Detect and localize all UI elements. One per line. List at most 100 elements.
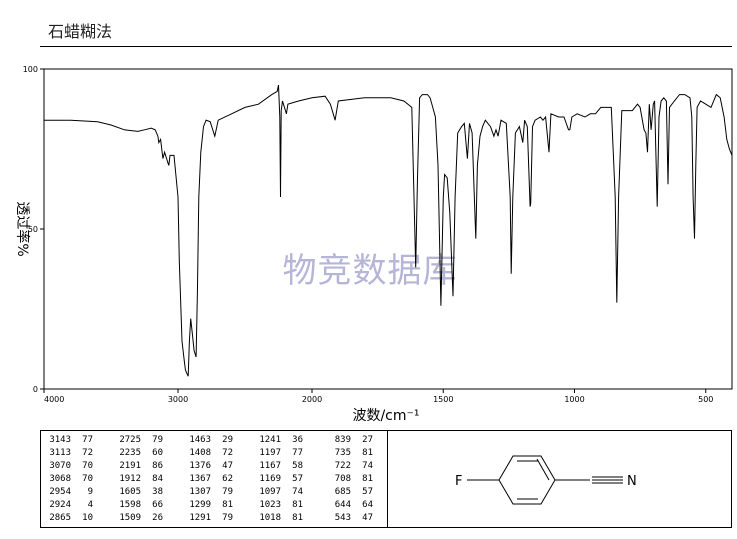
plot-frame — [43, 68, 733, 390]
peak-transmittance: 70 — [82, 474, 93, 484]
peak-table-row: 722 74 — [325, 460, 373, 472]
peak-table-row: 839 27 — [325, 434, 373, 446]
peak-table-row: 1307 79 — [185, 486, 233, 498]
peak-wavenumber: 2865 — [49, 513, 71, 523]
peak-wavenumber: 1598 — [119, 500, 141, 510]
peak-table-row: 2725 79 — [115, 434, 163, 446]
peak-wavenumber: 2235 — [119, 448, 141, 458]
peak-wavenumber: 543 — [334, 513, 351, 523]
peak-transmittance: 62 — [222, 474, 233, 484]
peak-table-row: 1241 36 — [255, 434, 303, 446]
peak-transmittance: 72 — [222, 448, 233, 458]
peak-transmittance: 74 — [362, 461, 373, 471]
peak-transmittance: 4 — [87, 500, 93, 510]
peak-transmittance: 60 — [152, 448, 163, 458]
peak-wavenumber: 3113 — [49, 448, 71, 458]
peak-transmittance: 72 — [82, 448, 93, 458]
peak-table-row: 1167 58 — [255, 460, 303, 472]
peak-table-row: 685 57 — [325, 486, 373, 498]
peak-wavenumber: 3143 — [49, 435, 71, 445]
peak-transmittance: 74 — [292, 487, 303, 497]
peak-transmittance: 79 — [222, 513, 233, 523]
peak-table-row: 1912 84 — [115, 473, 163, 485]
peak-table-row: 708 81 — [325, 473, 373, 485]
y-tick-label: 100 — [23, 65, 38, 74]
peak-wavenumber: 644 — [334, 500, 351, 510]
peak-wavenumber: 2725 — [119, 435, 141, 445]
peak-wavenumber: 1299 — [189, 500, 211, 510]
peak-wavenumber: 1197 — [259, 448, 281, 458]
peak-transmittance: 36 — [292, 435, 303, 445]
peak-table-row: 1376 47 — [185, 460, 233, 472]
x-tick-label: 3000 — [168, 395, 188, 404]
peak-transmittance: 9 — [87, 487, 93, 497]
peak-wavenumber: 1367 — [189, 474, 211, 484]
ir-spectrum-chart: 0 50 100 4000 3000 2000 1500 1000 500 物竞数据库 波数/… — [14, 65, 733, 424]
peak-transmittance: 57 — [292, 474, 303, 484]
peak-transmittance: 86 — [152, 461, 163, 471]
peak-wavenumber: 1169 — [259, 474, 281, 484]
peak-table-row: 2954 9 — [45, 486, 93, 498]
peak-table-row: 1169 57 — [255, 473, 303, 485]
peak-wavenumber: 1097 — [259, 487, 281, 497]
peak-wavenumber: 1307 — [189, 487, 211, 497]
peak-wavenumber: 1912 — [119, 474, 141, 484]
peak-table-row: 1408 72 — [185, 447, 233, 459]
benzene-ring — [498, 455, 556, 505]
peak-wavenumber: 735 — [334, 448, 351, 458]
peak-wavenumber: 2924 — [49, 500, 71, 510]
peak-transmittance: 77 — [292, 448, 303, 458]
peak-transmittance: 57 — [362, 487, 373, 497]
peak-transmittance: 47 — [222, 461, 233, 471]
peak-table-row: 1598 66 — [115, 499, 163, 511]
x-tick-label: 2000 — [302, 395, 322, 404]
x-tick-label: 500 — [698, 395, 713, 404]
watermark-text: 物竞数据库 — [283, 251, 458, 291]
peak-table-row: 1291 79 — [185, 512, 233, 524]
peak-transmittance: 29 — [222, 435, 233, 445]
y-tick-label: 50 — [28, 225, 38, 234]
peak-transmittance: 79 — [222, 487, 233, 497]
peak-transmittance: 81 — [222, 500, 233, 510]
peak-transmittance: 81 — [292, 513, 303, 523]
peak-transmittance: 81 — [292, 500, 303, 510]
peak-transmittance: 77 — [82, 435, 93, 445]
peak-table-row: 735 81 — [325, 447, 373, 459]
peak-transmittance: 81 — [362, 448, 373, 458]
peak-table-row: 2235 60 — [115, 447, 163, 459]
peak-transmittance: 79 — [152, 435, 163, 445]
peak-transmittance: 58 — [292, 461, 303, 471]
peak-wavenumber: 708 — [334, 474, 351, 484]
peak-table-row: 1018 81 — [255, 512, 303, 524]
peak-table-row: 1509 26 — [115, 512, 163, 524]
peak-table-row: 3068 70 — [45, 473, 93, 485]
x-tick-label: 1000 — [564, 395, 584, 404]
peak-transmittance: 27 — [362, 435, 373, 445]
x-axis-title: 波数/cm⁻¹ — [352, 408, 419, 424]
peak-table-row: 1097 74 — [255, 486, 303, 498]
peak-wavenumber: 1408 — [189, 448, 211, 458]
peak-wavenumber: 1605 — [119, 487, 141, 497]
peak-wavenumber: 3068 — [49, 474, 71, 484]
peak-wavenumber: 1509 — [119, 513, 141, 523]
peak-wavenumber: 1167 — [259, 461, 281, 471]
fluorine-atom-label: F — [455, 474, 462, 489]
peak-table-row: 543 47 — [325, 512, 373, 524]
peak-wavenumber: 722 — [334, 461, 351, 471]
peak-table-row: 1463 29 — [185, 434, 233, 446]
peak-transmittance: 10 — [82, 513, 93, 523]
peak-wavenumber: 1376 — [189, 461, 211, 471]
peak-table-row: 1197 77 — [255, 447, 303, 459]
peak-table-row: 1299 81 — [185, 499, 233, 511]
peak-table-row: 3113 72 — [45, 447, 93, 459]
peak-transmittance: 81 — [362, 474, 373, 484]
peak-transmittance: 84 — [152, 474, 163, 484]
peak-wavenumber: 2191 — [119, 461, 141, 471]
peak-table-row: 3143 77 — [45, 434, 93, 446]
peak-wavenumber: 685 — [334, 487, 351, 497]
molecule-structure: F N — [387, 430, 732, 528]
peak-transmittance: 38 — [152, 487, 163, 497]
peak-wavenumber: 1291 — [189, 513, 211, 523]
peak-table-row: 2865 10 — [45, 512, 93, 524]
peak-table-row: 644 64 — [325, 499, 373, 511]
